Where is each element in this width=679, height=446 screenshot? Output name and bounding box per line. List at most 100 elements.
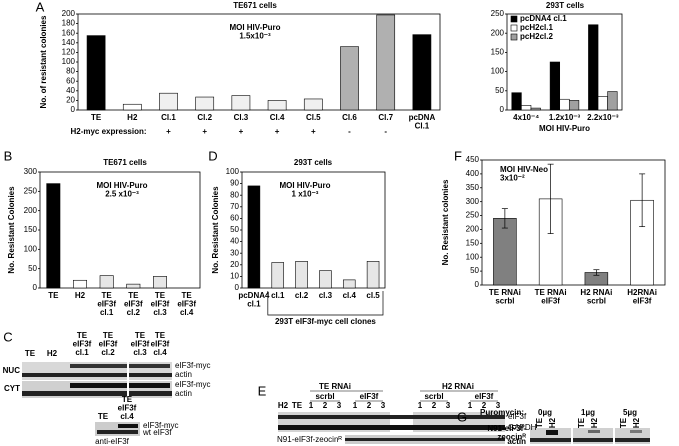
plot-frame <box>481 159 666 286</box>
x-tick-label: TE <box>48 291 59 300</box>
chart-title: 293T cells <box>294 158 333 167</box>
y-tick-label: 20 <box>66 96 75 105</box>
lane-label: H2 <box>47 349 58 358</box>
dose-label: 1µg <box>581 408 595 417</box>
row-label: NUC <box>3 366 21 375</box>
y-tick-label: 40 <box>66 86 75 95</box>
subgroup-label: scrbl <box>315 392 334 401</box>
lane-label: 1 <box>418 401 423 410</box>
bar <box>295 261 308 289</box>
x-tick-label: cl.5 <box>366 291 380 300</box>
panel-letter: D <box>208 148 217 163</box>
group-label: H2 RNAi <box>442 382 474 391</box>
y-tick-label: 100 <box>24 244 38 253</box>
y-tick-label: 100 <box>62 57 76 66</box>
chart-title: TE671 cells <box>103 158 147 167</box>
bar <box>73 279 87 289</box>
bar <box>159 92 178 111</box>
bar <box>122 103 142 111</box>
band-label: eIF3f-myc <box>175 361 211 370</box>
bar <box>588 24 599 111</box>
y-tick-label: 60 <box>230 214 239 223</box>
construct-label: N91-eIF3f-zeocinᴿ <box>277 435 342 444</box>
treatment-label: Puromycin: <box>480 408 524 417</box>
band <box>70 364 170 368</box>
annotation: MOI HIV-Puro 1 x10⁻³ <box>279 181 330 199</box>
dose-label: 5µg <box>623 408 637 417</box>
lane-label: 3 <box>337 401 342 410</box>
x-tick-label: TE RNAi eIF3f <box>535 288 567 306</box>
bar <box>342 279 356 289</box>
y-tick-label: 300 <box>24 167 38 176</box>
x-tick-label: pcDNA4 cl.1 <box>238 291 270 309</box>
panel-letter: G <box>457 409 467 424</box>
bar <box>319 270 332 289</box>
y-tick-label: 400 <box>466 169 480 178</box>
legend-swatch <box>510 15 518 23</box>
blot-shapes <box>22 362 650 444</box>
y-tick-label: 450 <box>466 155 480 164</box>
y-tick-label: 100 <box>466 252 480 261</box>
annotation: MOI HIV-Puro 2.5 x10⁻³ <box>96 181 147 199</box>
x-axis-label: MOI HIV-Puro <box>539 124 590 133</box>
legend-swatch <box>510 24 518 32</box>
x-tick-label: Cl.5 <box>306 113 321 122</box>
lane-label: 3 <box>381 401 386 410</box>
x-tick-label: cl.4 <box>343 291 357 300</box>
x-tick-label: H2RNAi eIF3f <box>627 288 657 306</box>
band <box>118 424 138 428</box>
subgroup-label: eIF3f <box>360 392 379 401</box>
x-tick-label: Cl.7 <box>378 113 393 122</box>
y-tick-label: 50 <box>28 264 37 273</box>
band <box>546 430 558 435</box>
lane-label: TE <box>577 417 586 428</box>
lane-label: 2 <box>432 401 437 410</box>
x-tick-label: Cl.6 <box>342 113 357 122</box>
band-label: actin <box>175 370 192 379</box>
bar <box>412 34 432 111</box>
band <box>22 373 172 377</box>
y-tick-label: 80 <box>66 67 75 76</box>
lane-label: 3 <box>496 401 501 410</box>
band-label: eIF3f <box>508 412 527 421</box>
y-tick-label: 70 <box>230 202 239 211</box>
y-tick-label: 200 <box>62 9 76 18</box>
row-label: CYT <box>4 384 20 393</box>
bar <box>511 92 522 111</box>
band <box>22 391 172 396</box>
panel-letter: C <box>3 329 12 344</box>
lane-label: 3 <box>446 401 451 410</box>
lane-label: 2 <box>367 401 372 410</box>
bar <box>247 185 261 289</box>
lane-label: TE eIF3f cl.4 <box>118 395 137 421</box>
y-tick-label: 90 <box>230 179 239 188</box>
x-tick-label: H2 <box>127 113 138 122</box>
lane-label: 1 <box>353 401 358 410</box>
y-tick-label: 80 <box>230 190 239 199</box>
dose-label: 0µg <box>538 408 552 417</box>
x-tick-label: Cl.4 <box>270 113 285 122</box>
expression-label: H2-myc expression: <box>70 127 146 136</box>
y-tick-label: 100 <box>491 67 505 76</box>
y-axis-label: No. Resistant colonies <box>441 179 450 265</box>
y-tick-label: 120 <box>62 48 76 57</box>
bar <box>46 183 61 289</box>
band <box>588 430 600 433</box>
bar <box>366 261 380 289</box>
bar <box>521 105 532 111</box>
panel-letter: E <box>258 383 267 398</box>
x-tick-label: 1.2x10⁻³ <box>549 113 581 122</box>
lane-label: H2 <box>632 417 641 428</box>
y-tick-label: 200 <box>466 225 480 234</box>
lane-label: TE eIF3f cl.4 <box>151 331 170 357</box>
panel-letter: B <box>4 148 13 163</box>
y-tick-label: 150 <box>491 48 505 57</box>
band-label: eIF3f-myc <box>143 421 179 430</box>
expression-mark: + <box>311 127 316 136</box>
y-tick-label: 250 <box>491 9 505 18</box>
subgroup-label: scrbl <box>424 392 443 401</box>
lane-label: H2 <box>278 401 289 410</box>
chart-title: 293T cells <box>546 1 585 10</box>
y-tick-label: 50 <box>495 86 504 95</box>
